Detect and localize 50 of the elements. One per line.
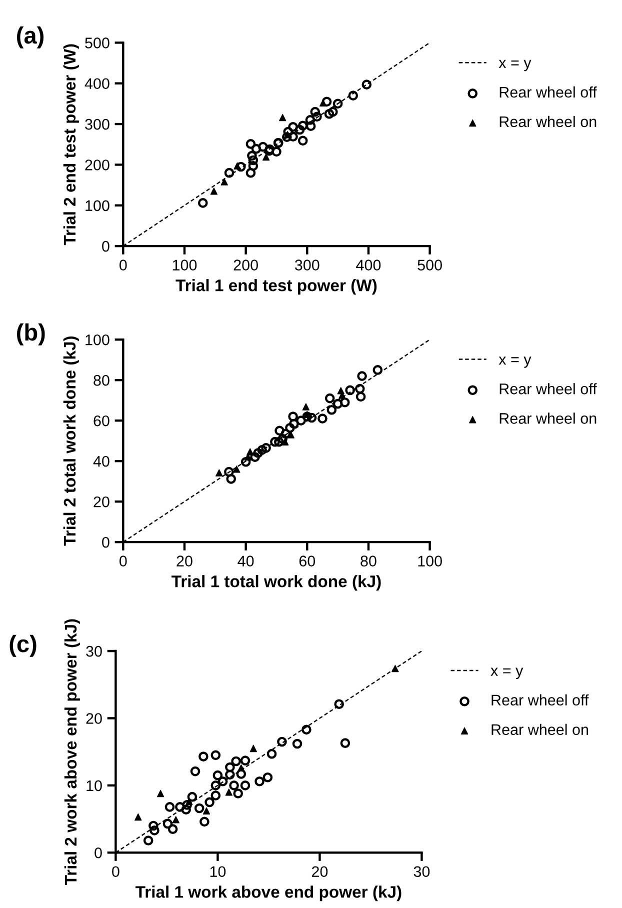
- x-tick-label: 0: [120, 260, 127, 270]
- legend-label: x = y: [498, 356, 532, 368]
- y-tick-label: 0: [102, 240, 110, 252]
- y-axis-title: Trial 2 work above end power (kJ): [64, 619, 80, 885]
- x-tick-label: 100: [418, 556, 442, 566]
- legend-label: Rear wheel off: [492, 694, 589, 706]
- x-tick-label: 200: [234, 260, 258, 270]
- x-tick-label: 80: [360, 556, 376, 566]
- x-tick-label: 30: [414, 866, 430, 878]
- y-tick-label: 10: [86, 780, 102, 792]
- y-tick-label: 60: [94, 415, 110, 426]
- y-tick-label: 500: [85, 38, 110, 48]
- legend-label: Rear wheel on: [500, 412, 596, 424]
- x-tick-label: 0: [120, 556, 127, 566]
- x-tick-label: 60: [299, 556, 316, 566]
- x-tick-label: 500: [418, 260, 442, 270]
- y-tick-label: 400: [84, 78, 110, 90]
- y-tick-label: 20: [94, 496, 110, 508]
- y-axis-title: Trial 2 total work done (kJ): [63, 336, 79, 546]
- x-tick-label: 40: [238, 556, 254, 566]
- x-axis-title: Trial 1 total work done (kJ): [172, 575, 381, 591]
- y-tick-label: 0: [102, 536, 110, 548]
- legend-label: x = y: [490, 668, 524, 680]
- x-tick-label: 0: [112, 866, 120, 878]
- x-tick-label: 300: [294, 260, 320, 270]
- y-tick-label: 100: [86, 200, 110, 212]
- y-tick-label: 40: [93, 456, 110, 467]
- y-tick-label: 80: [94, 374, 110, 386]
- chart-title: (b): [17, 323, 45, 346]
- x-axis-title: Trial 1 work above end power (kJ): [136, 886, 402, 902]
- y-axis-title: Trial 2 end test power (W): [63, 44, 79, 246]
- x-tick-label: 100: [172, 260, 197, 270]
- y-tick-label: 0: [94, 847, 102, 858]
- chart-title: (c): [10, 634, 36, 657]
- legend-label: Rear wheel on: [492, 724, 588, 736]
- x-tick-label: 20: [176, 556, 192, 566]
- legend-label: Rear wheel off: [500, 86, 597, 98]
- legend-label: Rear wheel on: [500, 116, 596, 128]
- chart-title: (a): [17, 26, 44, 48]
- y-tick-label: 30: [86, 646, 102, 657]
- x-tick-label: 10: [210, 866, 226, 878]
- x-tick-label: 20: [312, 866, 328, 878]
- legend-label: x = y: [498, 60, 532, 72]
- x-axis-title: Trial 1 end test power (W): [176, 279, 377, 295]
- y-tick-label: 300: [85, 118, 110, 130]
- y-tick-label: 20: [86, 713, 102, 724]
- y-tick-label: 200: [85, 160, 110, 170]
- x-tick-label: 400: [356, 260, 381, 270]
- legend-label: Rear wheel off: [500, 383, 597, 394]
- y-tick-label: 100: [86, 334, 110, 346]
